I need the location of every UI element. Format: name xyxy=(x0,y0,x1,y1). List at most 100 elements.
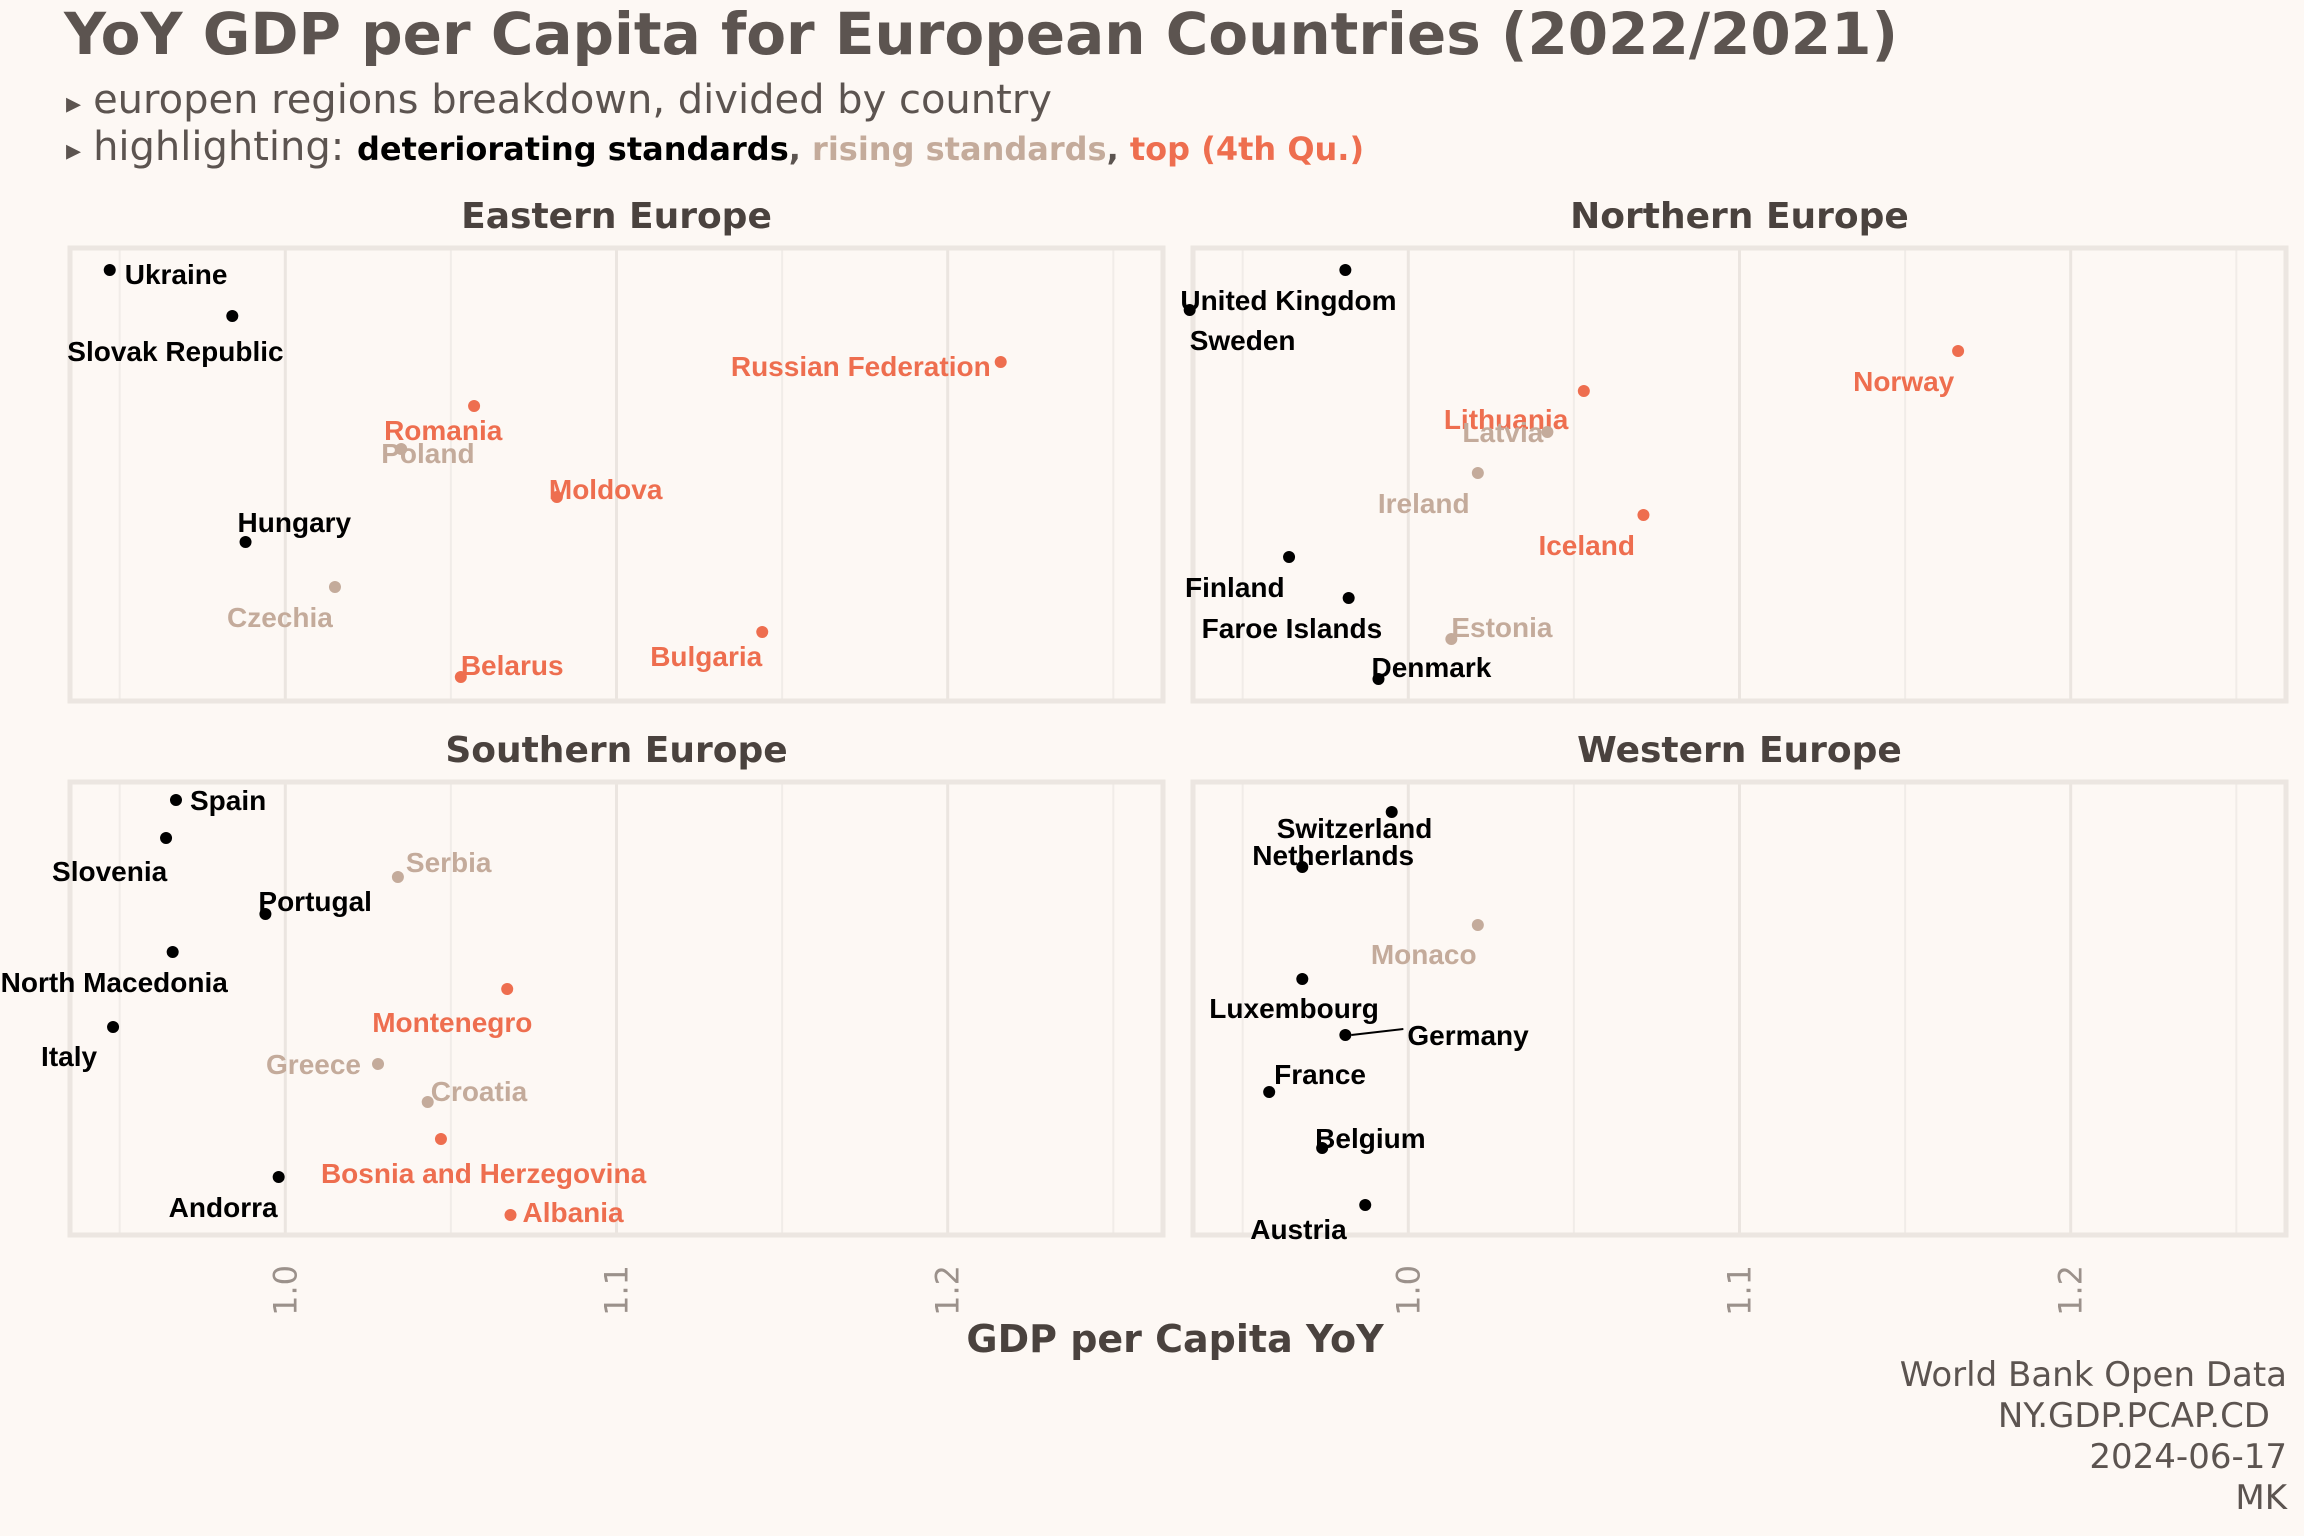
caption: World Bank Open Data NY.GDP.PCAP.CD 2024… xyxy=(1900,1355,2289,1518)
legend-deteriorating: deteriorating standards xyxy=(357,130,789,168)
facet-panels: Eastern Europe Ukraine Slovak Republic Russ… xyxy=(1,196,2289,1245)
point-slovak-republic xyxy=(226,310,239,322)
point-bosnia-and-herzegovina xyxy=(434,1133,447,1145)
x-axis-title: GDP per Capita YoY xyxy=(966,1317,1384,1361)
subtitle-line-1: ▸ europen regions breakdown, divided by c… xyxy=(66,77,1052,123)
point-belgium xyxy=(1316,1142,1329,1154)
caption-line-2: NY.GDP.PCAP.CD xyxy=(1998,1396,2270,1436)
subtitle-prefix: highlighting: xyxy=(93,124,357,170)
point-ukraine xyxy=(103,264,116,276)
label-portugal: Portugal xyxy=(258,886,372,917)
x-tick-label: 1.2 xyxy=(929,1265,967,1316)
label-faroe-islands: Faroe Islands xyxy=(1202,613,1383,644)
point-north-macedonia xyxy=(166,946,179,958)
point-hungary xyxy=(239,536,252,548)
label-bosnia-and-herzegovina: Bosnia and Herzegovina xyxy=(321,1158,647,1189)
point-faroe-islands xyxy=(1342,592,1355,604)
point-montenegro xyxy=(501,983,514,995)
caption-line-1: World Bank Open Data xyxy=(1900,1355,2287,1395)
label-sweden: Sweden xyxy=(1190,325,1296,356)
point-denmark xyxy=(1372,673,1385,685)
label-france: France xyxy=(1274,1059,1366,1090)
point-greece xyxy=(372,1058,385,1070)
x-tick-label: 1.1 xyxy=(1721,1265,1759,1316)
x-tick-label: 1.0 xyxy=(1389,1265,1427,1316)
label-bulgaria: Bulgaria xyxy=(650,641,762,672)
label-romania: Romania xyxy=(384,415,503,446)
legend-rising: rising standards xyxy=(812,130,1107,168)
label-croatia: Croatia xyxy=(431,1076,528,1107)
point-ireland xyxy=(1471,467,1484,479)
label-iceland: Iceland xyxy=(1538,530,1634,561)
label-netherlands: Netherlands xyxy=(1252,840,1414,871)
x-tick-label: 1.2 xyxy=(2052,1265,2090,1316)
point-serbia xyxy=(391,871,404,883)
label-slovenia: Slovenia xyxy=(52,856,168,887)
label-slovak-republic: Slovak Republic xyxy=(67,336,283,367)
label-moldova: Moldova xyxy=(549,474,663,505)
legend-top: top (4th Qu.) xyxy=(1130,130,1364,168)
subtitle-line-2: ▸ highlighting: deteriorating standards, … xyxy=(66,124,1364,170)
label-estonia: Estonia xyxy=(1451,612,1553,643)
point-luxembourg xyxy=(1296,973,1309,985)
label-austria: Austria xyxy=(1250,1214,1347,1245)
point-poland xyxy=(395,443,408,455)
point-finland xyxy=(1283,551,1296,563)
label-finland: Finland xyxy=(1185,572,1285,603)
point-switzerland xyxy=(1385,806,1398,818)
label-united-kingdom: United Kingdom xyxy=(1180,285,1396,316)
label-north-macedonia: North Macedonia xyxy=(1,967,229,998)
point-estonia xyxy=(1445,633,1458,645)
subtitle: ▸ europen regions breakdown, divided by c… xyxy=(66,77,1364,170)
legend-sep-2: , xyxy=(1107,130,1130,168)
label-norway: Norway xyxy=(1853,366,1955,397)
point-netherlands xyxy=(1296,861,1309,873)
point-italy xyxy=(107,1021,120,1033)
caption-line-4: MK xyxy=(2235,1478,2288,1518)
panel-eastern-europe: Eastern Europe Ukraine Slovak Republic Russ… xyxy=(67,196,1166,704)
label-germany: Germany xyxy=(1407,1020,1529,1051)
legend-sep-1: , xyxy=(789,130,812,168)
label-russian-federation: Russian Federation xyxy=(731,351,991,382)
x-axis: 1.0 1.1 1.2 1.0 1.1 1.2 xyxy=(266,1265,2089,1316)
point-russian-federation xyxy=(994,356,1007,368)
bullet-1: ▸ xyxy=(66,86,81,121)
point-spain xyxy=(169,794,182,806)
label-denmark: Denmark xyxy=(1371,652,1491,683)
label-italy: Italy xyxy=(41,1041,97,1072)
point-andorra xyxy=(272,1171,285,1183)
label-poland: Poland xyxy=(381,438,474,469)
label-luxembourg: Luxembourg xyxy=(1209,993,1379,1024)
label-belarus: Belarus xyxy=(461,650,564,681)
label-andorra: Andorra xyxy=(169,1192,278,1223)
panel-frame xyxy=(67,779,1166,1238)
label-latvia: Latvia xyxy=(1462,417,1543,448)
x-tick-label: 1.0 xyxy=(266,1265,304,1316)
label-switzerland: Switzerland xyxy=(1277,813,1433,844)
point-romania xyxy=(468,400,481,412)
panel-title: Eastern Europe xyxy=(461,196,772,237)
point-czechia xyxy=(328,581,341,593)
point-united-kingdom xyxy=(1339,264,1352,276)
point-albania xyxy=(504,1209,517,1221)
x-tick-label: 1.1 xyxy=(598,1265,636,1316)
point-norway xyxy=(1952,345,1965,357)
panel-frame xyxy=(1190,779,2289,1238)
label-albania: Albania xyxy=(523,1197,625,1228)
point-croatia xyxy=(421,1096,434,1108)
subtitle-text-1: europen regions breakdown, divided by co… xyxy=(93,77,1052,123)
panel-title: Southern Europe xyxy=(445,730,787,771)
label-serbia: Serbia xyxy=(406,847,492,878)
label-hungary: Hungary xyxy=(238,507,352,538)
label-spain: Spain xyxy=(190,785,266,816)
label-greece: Greece xyxy=(266,1049,361,1080)
panel-frame xyxy=(67,245,1166,704)
point-monaco xyxy=(1471,919,1484,931)
point-moldova xyxy=(550,491,563,503)
label-ireland: Ireland xyxy=(1378,488,1470,519)
label-montenegro: Montenegro xyxy=(372,1007,532,1038)
label-ukraine: Ukraine xyxy=(125,259,228,290)
label-czechia: Czechia xyxy=(227,602,333,633)
